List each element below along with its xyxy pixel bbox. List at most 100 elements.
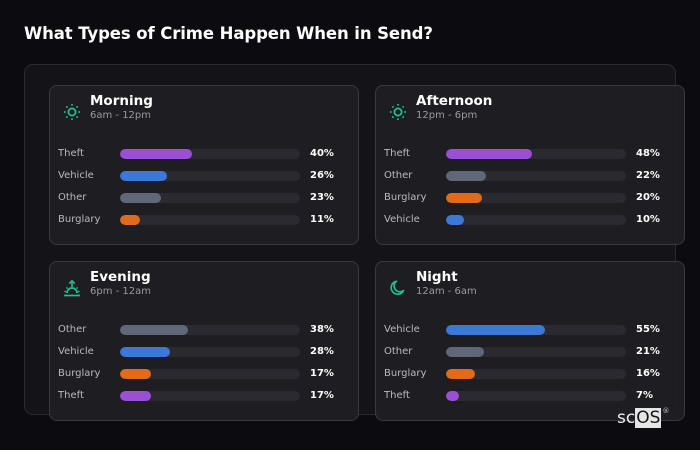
- bar-row-other: Other 23%: [58, 192, 358, 214]
- bar-fill: [120, 149, 192, 159]
- bar-label: Other: [384, 170, 413, 181]
- bar-track: [446, 347, 626, 357]
- bar-row-other: Other 21%: [384, 346, 684, 368]
- logo-text-os: OS: [635, 408, 662, 428]
- card-title: Evening: [90, 269, 151, 285]
- bar-row-theft: Theft 40%: [58, 148, 358, 170]
- bar-value: 28%: [310, 346, 334, 357]
- bar-track: [120, 369, 300, 379]
- bar-label: Theft: [58, 148, 84, 159]
- bar-fill: [446, 171, 486, 181]
- bar-fill: [446, 193, 482, 203]
- bar-row-other: Other 22%: [384, 170, 684, 192]
- card-title: Night: [416, 269, 458, 285]
- bar-label: Other: [58, 192, 87, 203]
- bar-fill: [446, 325, 545, 335]
- logo-text-sc: sc: [617, 408, 636, 428]
- card-afternoon: Afternoon 12pm - 6pm Theft 48% Other 22% B…: [375, 85, 685, 245]
- bar-value: 16%: [636, 368, 660, 379]
- sun-icon: [62, 102, 82, 122]
- bar-track: [120, 149, 300, 159]
- bar-value: 11%: [310, 214, 334, 225]
- bar-fill: [120, 347, 171, 357]
- bar-fill: [446, 369, 475, 379]
- bar-track: [120, 325, 300, 335]
- bar-track: [120, 347, 300, 357]
- bar-fill: [446, 391, 459, 401]
- bar-track: [120, 391, 300, 401]
- bar-value: 17%: [310, 368, 334, 379]
- bar-label: Vehicle: [58, 170, 94, 181]
- bar-row-burglary: Burglary 20%: [384, 192, 684, 214]
- bar-fill: [446, 149, 533, 159]
- card-time-range: 12am - 6am: [416, 286, 477, 297]
- bar-label: Burglary: [384, 368, 427, 379]
- bar-row-burglary: Burglary 16%: [384, 368, 684, 390]
- bar-value: 17%: [310, 390, 334, 401]
- bar-track: [446, 149, 626, 159]
- card-title: Morning: [90, 93, 153, 109]
- bar-track: [446, 391, 626, 401]
- sun-icon: [388, 102, 408, 122]
- bar-label: Theft: [384, 148, 410, 159]
- registered-mark: ®: [662, 407, 670, 415]
- bar-track: [446, 325, 626, 335]
- bar-label: Theft: [384, 390, 410, 401]
- bar-value: 20%: [636, 192, 660, 203]
- bar-row-burglary: Burglary 11%: [58, 214, 358, 236]
- bar-fill: [120, 369, 151, 379]
- card-title: Afternoon: [416, 93, 493, 109]
- bar-fill: [446, 215, 464, 225]
- bar-label: Vehicle: [384, 214, 420, 225]
- bar-row-theft: Theft 17%: [58, 390, 358, 412]
- bar-value: 40%: [310, 148, 334, 159]
- bar-row-vehicle: Vehicle 26%: [58, 170, 358, 192]
- bar-row-vehicle: Vehicle 10%: [384, 214, 684, 236]
- bar-track: [120, 215, 300, 225]
- bar-track: [120, 193, 300, 203]
- bar-label: Theft: [58, 390, 84, 401]
- bar-track: [446, 369, 626, 379]
- bar-fill: [120, 325, 189, 335]
- bar-value: 38%: [310, 324, 334, 335]
- card-time-range: 6pm - 12am: [90, 286, 152, 297]
- bar-row-theft: Theft 48%: [384, 148, 684, 170]
- bar-track: [446, 193, 626, 203]
- moon-icon: [388, 278, 408, 298]
- bar-row-other: Other 38%: [58, 324, 358, 346]
- bar-row-burglary: Burglary 17%: [58, 368, 358, 390]
- bar-fill: [120, 215, 140, 225]
- bar-value: 10%: [636, 214, 660, 225]
- bar-value: 23%: [310, 192, 334, 203]
- bar-row-vehicle: Vehicle 55%: [384, 324, 684, 346]
- bar-track: [446, 215, 626, 225]
- bar-list: Theft 40% Vehicle 26% Other 23% Burglary 11…: [58, 148, 358, 236]
- bar-fill: [120, 193, 162, 203]
- bar-row-theft: Theft 7%: [384, 390, 684, 412]
- bar-fill: [446, 347, 484, 357]
- bar-value: 21%: [636, 346, 660, 357]
- bar-value: 7%: [636, 390, 653, 401]
- bar-track: [446, 171, 626, 181]
- bar-value: 26%: [310, 170, 334, 181]
- bar-fill: [120, 171, 167, 181]
- bar-row-vehicle: Vehicle 28%: [58, 346, 358, 368]
- bar-label: Burglary: [384, 192, 427, 203]
- page-title: What Types of Crime Happen When in Send?: [24, 24, 433, 43]
- bar-value: 48%: [636, 148, 660, 159]
- card-morning: Morning 6am - 12pm Theft 40% Vehicle 26% O…: [49, 85, 359, 245]
- card-time-range: 6am - 12pm: [90, 110, 152, 121]
- bar-label: Vehicle: [384, 324, 420, 335]
- card-evening: Evening 6pm - 12am Other 38% Vehicle 28% B…: [49, 261, 359, 421]
- bar-label: Burglary: [58, 368, 101, 379]
- bar-list: Vehicle 55% Other 21% Burglary 16% Theft 7%: [384, 324, 684, 412]
- bar-track: [120, 171, 300, 181]
- bar-fill: [120, 391, 151, 401]
- card-time-range: 12pm - 6pm: [416, 110, 478, 121]
- scos-logo: sc OS ®: [617, 407, 670, 428]
- bar-label: Burglary: [58, 214, 101, 225]
- bar-list: Theft 48% Other 22% Burglary 20% Vehicle 10…: [384, 148, 684, 236]
- card-night: Night 12am - 6am Vehicle 55% Other 21% Bur…: [375, 261, 685, 421]
- bar-label: Other: [58, 324, 87, 335]
- bar-label: Other: [384, 346, 413, 357]
